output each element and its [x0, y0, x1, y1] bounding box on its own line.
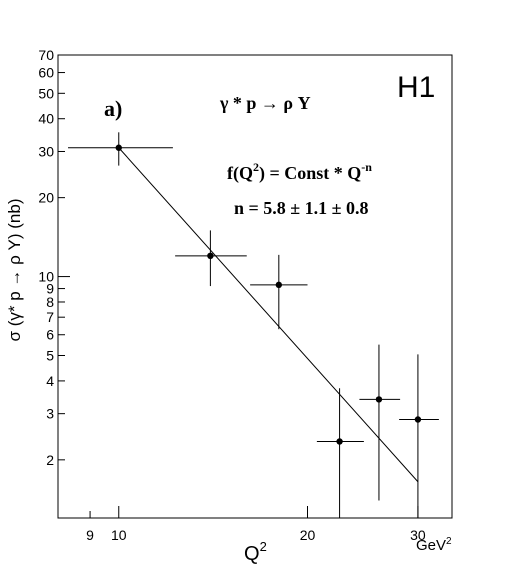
data-points-group — [68, 132, 439, 518]
data-marker — [414, 416, 422, 423]
panel-label: a) — [104, 96, 122, 121]
x-axis-unit-sup: 2 — [446, 536, 452, 547]
fit-formula-sup: 2 — [253, 160, 259, 174]
data-point — [175, 230, 247, 287]
x-tick-label: 20 — [300, 527, 316, 543]
data-marker — [115, 144, 122, 151]
y-tick-label: 50 — [38, 85, 54, 101]
data-point — [359, 344, 401, 501]
data-point — [316, 388, 364, 518]
process-annotation: γ * p → ρ Y — [219, 93, 311, 113]
data-point — [399, 354, 439, 518]
y-axis-title: σ (γ* p → ρ Y) (nb) — [5, 199, 24, 342]
y-tick-label: 30 — [38, 143, 54, 159]
x-axis: 9 10 20 30 — [86, 506, 426, 543]
y-tick-label: 5 — [46, 347, 54, 363]
fit-formula-mid: ) = Const * Q — [259, 163, 361, 184]
experiment-label: H1 — [397, 71, 435, 104]
y-tick-label: 40 — [38, 111, 54, 127]
fit-formula: f(Q2) = Const * Q-n — [227, 160, 372, 184]
x-tick-label: 10 — [111, 527, 127, 543]
data-marker — [375, 396, 383, 403]
fit-result: n = 5.8 ± 1.1 ± 0.8 — [234, 198, 369, 218]
fit-formula-exp: -n — [361, 160, 372, 174]
x-axis-title: Q2 — [244, 539, 267, 565]
x-tick-label: 30 — [410, 527, 426, 543]
data-point — [68, 132, 173, 166]
data-marker — [207, 252, 214, 260]
y-tick-label: 7 — [46, 309, 54, 325]
y-tick-label: 6 — [46, 327, 54, 343]
y-tick-label: 70 — [38, 47, 54, 63]
x-tick-label: 9 — [86, 527, 94, 543]
x-axis-title-base: Q — [244, 543, 260, 565]
fit-formula-base: f(Q — [227, 163, 253, 184]
data-point — [250, 254, 308, 330]
x-axis-unit-base: GeV — [416, 537, 446, 554]
y-tick-label: 60 — [38, 65, 54, 81]
y-tick-label: 20 — [38, 190, 54, 206]
x-axis-title-sup: 2 — [260, 539, 267, 554]
y-tick-label: 3 — [46, 406, 54, 422]
y-tick-label: 8 — [46, 294, 54, 310]
x-axis-unit: GeV2 — [416, 536, 452, 554]
y-tick-label: 4 — [46, 373, 54, 389]
y-tick-label: 9 — [46, 281, 54, 297]
data-marker — [275, 281, 283, 289]
fit-line — [118, 147, 419, 483]
y-tick-label: 10 — [38, 269, 54, 285]
y-tick-label: 2 — [46, 452, 54, 468]
plot-frame — [57, 54, 453, 519]
data-marker — [336, 438, 343, 445]
fit-line-group — [118, 147, 419, 483]
